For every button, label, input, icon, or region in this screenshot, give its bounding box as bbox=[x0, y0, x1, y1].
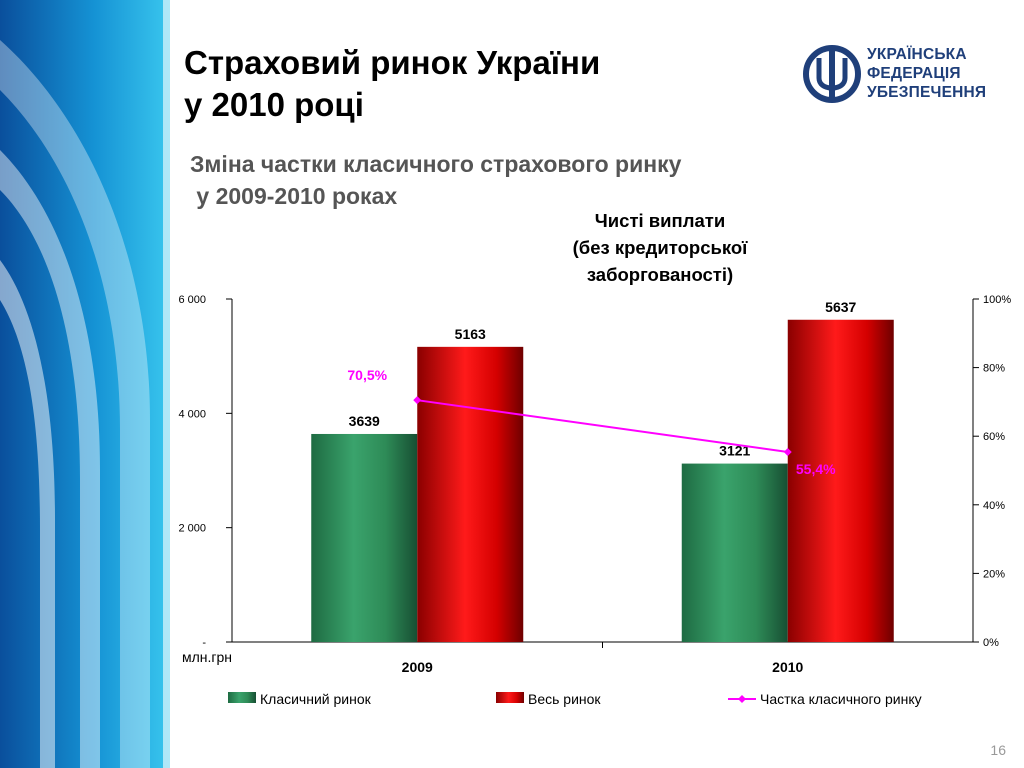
bar-value-label: 5163 bbox=[455, 326, 486, 342]
chart-title-line-2: (без кредиторської bbox=[572, 237, 748, 258]
logo-text-line-2: ФЕДЕРАЦІЯ bbox=[867, 65, 961, 82]
y-right-tick-label: 100% bbox=[983, 294, 1011, 306]
slide-subtitle-line-2: у 2009-2010 роках bbox=[190, 183, 398, 209]
x-category-label: 2010 bbox=[772, 659, 803, 675]
chart-title-line-3: заборгованості) bbox=[586, 264, 734, 285]
bar-total bbox=[787, 319, 894, 642]
bar-value-label: 3639 bbox=[349, 413, 380, 429]
bar-classic bbox=[681, 463, 788, 642]
trident-logo-icon bbox=[803, 45, 861, 103]
y-left-tick-label: - bbox=[202, 637, 206, 649]
share-line-label: 55,4% bbox=[796, 461, 836, 477]
share-line-label: 70,5% bbox=[347, 367, 387, 383]
left-decoration bbox=[0, 0, 170, 768]
logo-text-line-3: УБЕЗПЕЧЕННЯ bbox=[867, 84, 987, 101]
legend-swatch-marker bbox=[738, 695, 746, 703]
slide-title-line-1: Страховий ринок України bbox=[184, 44, 601, 81]
slide-subtitle: Зміна частки класичного страхового ринку… bbox=[190, 148, 681, 212]
federation-logo: УКРАЇНСЬКА ФЕДЕРАЦІЯ УБЕЗПЕЧЕННЯ bbox=[803, 44, 993, 106]
legend-swatch bbox=[228, 692, 256, 703]
y-right-tick-label: 80% bbox=[983, 363, 1005, 375]
legend-label: Частка класичного ринку bbox=[760, 691, 922, 707]
share-line-point bbox=[413, 396, 422, 405]
logo-text-line-1: УКРАЇНСЬКА bbox=[867, 46, 967, 63]
y-left-tick-label: 6 000 bbox=[178, 294, 206, 306]
x-category-label: 2009 bbox=[402, 659, 433, 675]
y-right-tick-label: 0% bbox=[983, 637, 999, 649]
legend-swatch bbox=[496, 692, 524, 703]
slide-subtitle-line-1: Зміна частки класичного страхового ринку bbox=[190, 151, 682, 177]
share-line-point bbox=[783, 447, 792, 456]
legend-label: Класичний ринок bbox=[260, 691, 372, 707]
unit-label: млн.грн bbox=[182, 649, 232, 665]
page-number: 16 bbox=[990, 742, 1006, 758]
chart-title-line-1: Чисті виплати bbox=[594, 210, 726, 231]
y-left-tick-label: 2 000 bbox=[178, 523, 206, 535]
legend-label: Весь ринок bbox=[528, 691, 601, 707]
y-right-tick-label: 60% bbox=[983, 431, 1005, 443]
slide-title-line-2: у 2010 році bbox=[184, 86, 364, 123]
bar-total bbox=[417, 346, 524, 642]
y-right-tick-label: 40% bbox=[983, 500, 1005, 512]
slide-title: Страховий ринок України у 2010 році bbox=[184, 42, 600, 126]
bar-value-label: 5637 bbox=[825, 299, 856, 315]
chart-title: Чисті виплати (без кредиторської заборго… bbox=[520, 207, 800, 288]
y-left-tick-label: 4 000 bbox=[178, 408, 206, 420]
y-right-tick-label: 20% bbox=[983, 568, 1005, 580]
bar-classic bbox=[311, 433, 418, 642]
logo-text: УКРАЇНСЬКА ФЕДЕРАЦІЯ УБЕЗПЕЧЕННЯ bbox=[867, 45, 986, 102]
share-line bbox=[417, 399, 788, 453]
